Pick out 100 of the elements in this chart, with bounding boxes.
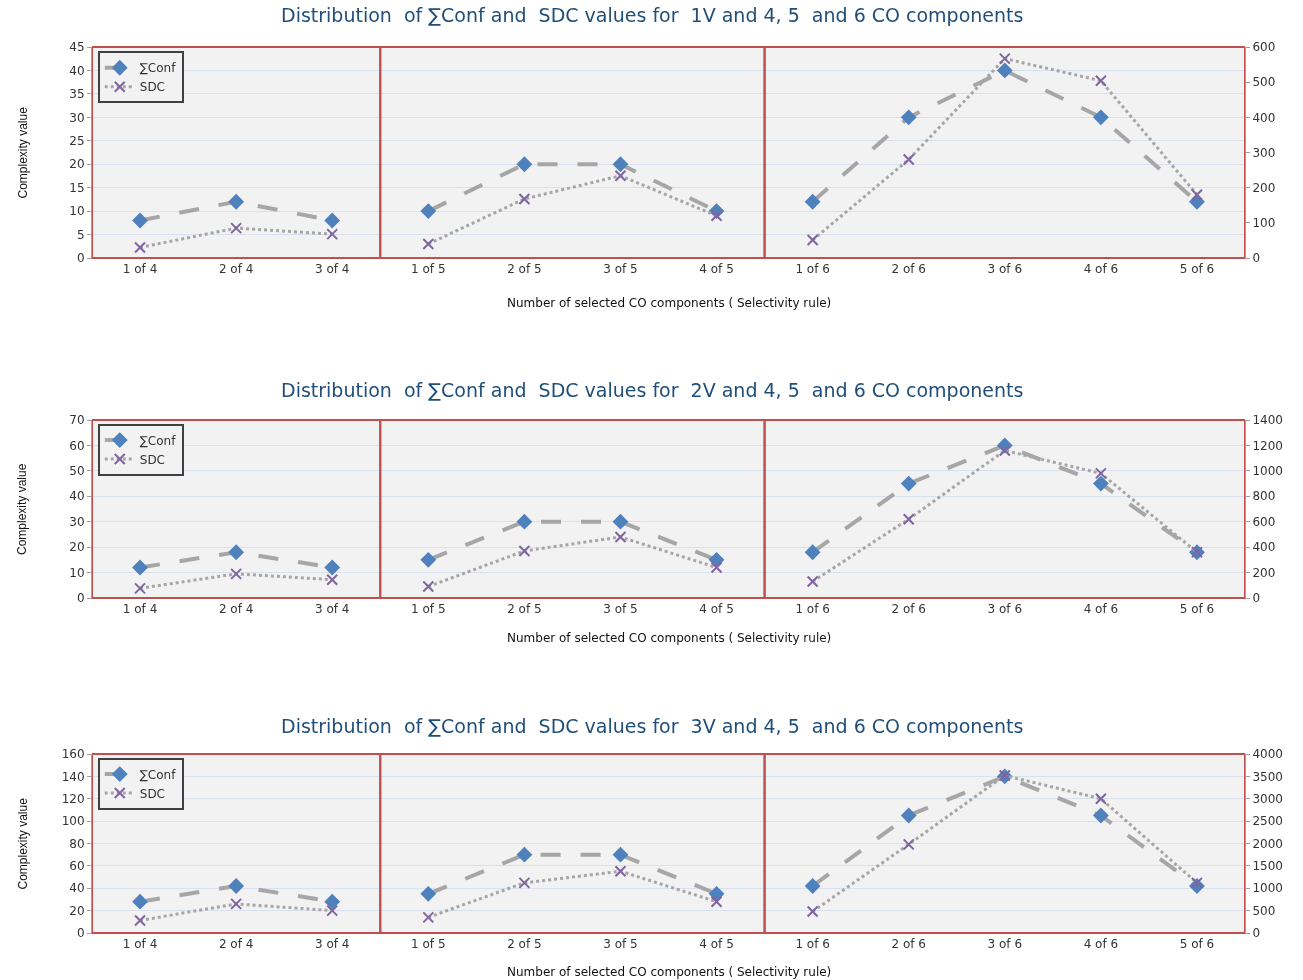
x-tick-label: 1 of 6 — [795, 602, 830, 617]
x-tick-label: 2 of 6 — [891, 262, 926, 277]
y2-tick-label: 1200 — [1252, 438, 1283, 453]
x-tick-label: 2 of 5 — [507, 262, 542, 277]
y-tick-label: 60 — [69, 859, 85, 874]
y2-tick-label: 2000 — [1252, 836, 1283, 851]
x-tick-label: 3 of 6 — [987, 937, 1023, 952]
x-tick-label: 3 of 4 — [314, 937, 350, 952]
x-tick-label: 3 of 5 — [603, 937, 638, 952]
x-tick-label: 3 of 5 — [603, 602, 638, 617]
x-tick-label: 4 of 5 — [699, 602, 734, 617]
y-tick-label: 80 — [69, 836, 85, 851]
x-tick-label: 2 of 6 — [891, 602, 926, 617]
y-axis-title: Complexity value — [15, 106, 30, 199]
x-tick-label: 4 of 6 — [1083, 602, 1119, 617]
y-tick-label: 140 — [61, 769, 85, 784]
x-tick-label: 1 of 4 — [122, 602, 158, 617]
x-tick-label: 4 of 6 — [1083, 262, 1119, 277]
x-tick-label: 3 of 4 — [314, 262, 350, 277]
x-tick-label: 2 of 4 — [218, 262, 254, 277]
legend-label: SDC — [139, 786, 166, 801]
y2-tick-label: 0 — [1252, 591, 1261, 606]
x-tick-label: 5 of 6 — [1179, 262, 1215, 277]
y2-tick-label: 4000 — [1252, 747, 1283, 762]
y2-tick-label: 500 — [1252, 75, 1276, 90]
y-tick-label: 20 — [69, 540, 85, 555]
x-tick-label: 3 of 6 — [987, 262, 1023, 277]
y2-tick-label: 1000 — [1252, 464, 1283, 479]
x-tick-label: 1 of 5 — [411, 937, 446, 952]
y-tick-label: 20 — [69, 903, 85, 918]
y2-tick-label: 3000 — [1252, 791, 1283, 806]
x-tick-label: 2 of 4 — [218, 937, 254, 952]
chart-title: Distribution of ∑Conf and SDC values for 1V and 4, 5 and 6 CO components — [281, 4, 1024, 26]
y-tick-label: 20 — [69, 157, 85, 172]
legend-label: SDC — [139, 452, 166, 467]
y2-tick-label: 400 — [1252, 540, 1276, 555]
x-tick-label: 5 of 6 — [1179, 937, 1215, 952]
legend-label: ∑Conf — [139, 433, 177, 448]
x-axis-title: Number of selected CO components ( Selectivity rule) — [507, 296, 832, 310]
y-tick-label: 40 — [69, 63, 85, 78]
y-tick-label: 0 — [76, 591, 85, 606]
y-tick-label: 70 — [69, 413, 85, 428]
y-tick-label: 0 — [76, 251, 85, 266]
x-tick-label: 1 of 5 — [411, 602, 446, 617]
y-tick-label: 40 — [69, 881, 85, 896]
y2-tick-label: 3500 — [1252, 769, 1283, 784]
y-tick-label: 10 — [69, 565, 85, 580]
y-tick-label: 160 — [61, 747, 85, 762]
x-tick-label: 1 of 5 — [411, 262, 446, 277]
x-tick-label: 1 of 4 — [122, 262, 158, 277]
y2-tick-label: 200 — [1252, 565, 1276, 580]
x-tick-label: 4 of 5 — [699, 262, 734, 277]
y2-tick-label: 500 — [1252, 903, 1276, 918]
y-tick-label: 30 — [69, 110, 85, 125]
y-axis-title: Complexity value — [15, 797, 30, 890]
y-tick-label: 10 — [69, 204, 85, 219]
legend-label: ∑Conf — [139, 767, 177, 782]
x-axis-title: Number of selected CO components ( Selectivity rule) — [507, 631, 832, 645]
y2-tick-label: 400 — [1252, 110, 1276, 125]
y-tick-label: 45 — [69, 40, 85, 55]
y-tick-label: 40 — [69, 489, 85, 504]
x-axis-title: Number of selected CO components ( Selectivity rule) — [507, 965, 832, 979]
y2-tick-label: 0 — [1252, 251, 1261, 266]
legend-label: ∑Conf — [139, 61, 177, 76]
y2-tick-label: 100 — [1252, 216, 1276, 231]
y2-tick-label: 600 — [1252, 40, 1276, 55]
x-tick-label: 2 of 5 — [507, 602, 542, 617]
x-tick-label: 3 of 6 — [987, 602, 1023, 617]
y2-tick-label: 1500 — [1252, 859, 1283, 874]
y2-tick-label: 200 — [1252, 180, 1276, 195]
x-tick-label: 4 of 5 — [699, 937, 734, 952]
y-tick-label: 100 — [61, 814, 85, 829]
x-tick-label: 1 of 6 — [795, 937, 830, 952]
y-tick-label: 120 — [61, 791, 85, 806]
y-tick-label: 60 — [69, 438, 85, 453]
chart-title: Distribution of ∑Conf and SDC values for 3V and 4, 5 and 6 CO components — [281, 715, 1024, 737]
x-tick-label: 2 of 4 — [218, 602, 254, 617]
y2-tick-label: 1400 — [1252, 413, 1283, 428]
x-tick-label: 3 of 4 — [314, 602, 350, 617]
x-tick-label: 1 of 4 — [122, 937, 158, 952]
y-axis-title: Complexity value — [15, 463, 29, 555]
y-tick-label: 5 — [76, 227, 85, 242]
y2-tick-label: 2500 — [1252, 814, 1283, 829]
chart-title: Distribution of ∑Conf and SDC values for 2V and 4, 5 and 6 CO components — [281, 379, 1024, 401]
y-tick-label: 50 — [69, 464, 85, 479]
y2-tick-label: 300 — [1252, 145, 1276, 160]
y-tick-label: 25 — [69, 133, 85, 148]
y2-tick-label: 600 — [1252, 514, 1276, 529]
x-tick-label: 4 of 6 — [1083, 937, 1119, 952]
x-tick-label: 1 of 6 — [795, 262, 830, 277]
legend-label: SDC — [139, 80, 166, 95]
x-tick-label: 3 of 5 — [603, 262, 638, 277]
y2-tick-label: 800 — [1252, 489, 1276, 504]
y-tick-label: 15 — [69, 180, 85, 195]
x-tick-label: 5 of 6 — [1179, 602, 1215, 617]
y2-tick-label: 1000 — [1252, 881, 1283, 896]
x-tick-label: 2 of 6 — [891, 937, 926, 952]
y-tick-label: 35 — [69, 87, 85, 102]
y-tick-label: 30 — [69, 514, 85, 529]
x-tick-label: 2 of 5 — [507, 937, 542, 952]
